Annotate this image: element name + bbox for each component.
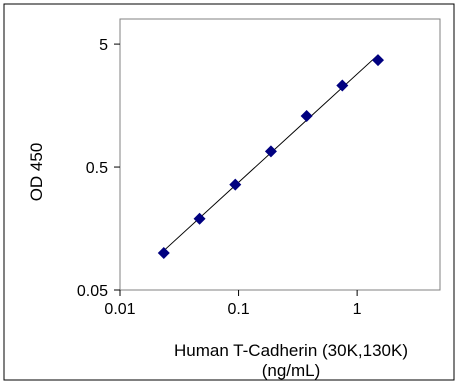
- y-tick-label-1: 0.5: [86, 160, 108, 177]
- x-tick-label-2: 1: [353, 301, 362, 318]
- y-tick-label-2: 5: [99, 37, 108, 54]
- y-axis-label: OD 450: [27, 143, 46, 202]
- x-tick-label-1: 0.1: [227, 301, 249, 318]
- y-tick-label-0: 0.05: [77, 283, 108, 300]
- x-tick-label-0: 0.01: [104, 301, 135, 318]
- data-point-4: [300, 110, 313, 123]
- data-point-1: [193, 212, 206, 225]
- plot-area-frame: [119, 18, 441, 291]
- x-axis-label-line2: (ng/mL): [262, 361, 321, 380]
- data-point-3: [264, 145, 277, 158]
- data-points: [157, 54, 385, 259]
- data-point-5: [336, 79, 349, 92]
- data-point-6: [372, 54, 385, 67]
- x-axis-label-line1: Human T-Cadherin (30K,130K): [174, 341, 408, 360]
- y-axis-ticks: 0.05 0.5 5: [77, 37, 120, 300]
- data-point-0: [157, 246, 170, 259]
- chart-outer-border: [3, 3, 455, 381]
- data-point-2: [229, 178, 242, 191]
- x-axis-ticks: 0.01 0.1 1: [104, 290, 362, 318]
